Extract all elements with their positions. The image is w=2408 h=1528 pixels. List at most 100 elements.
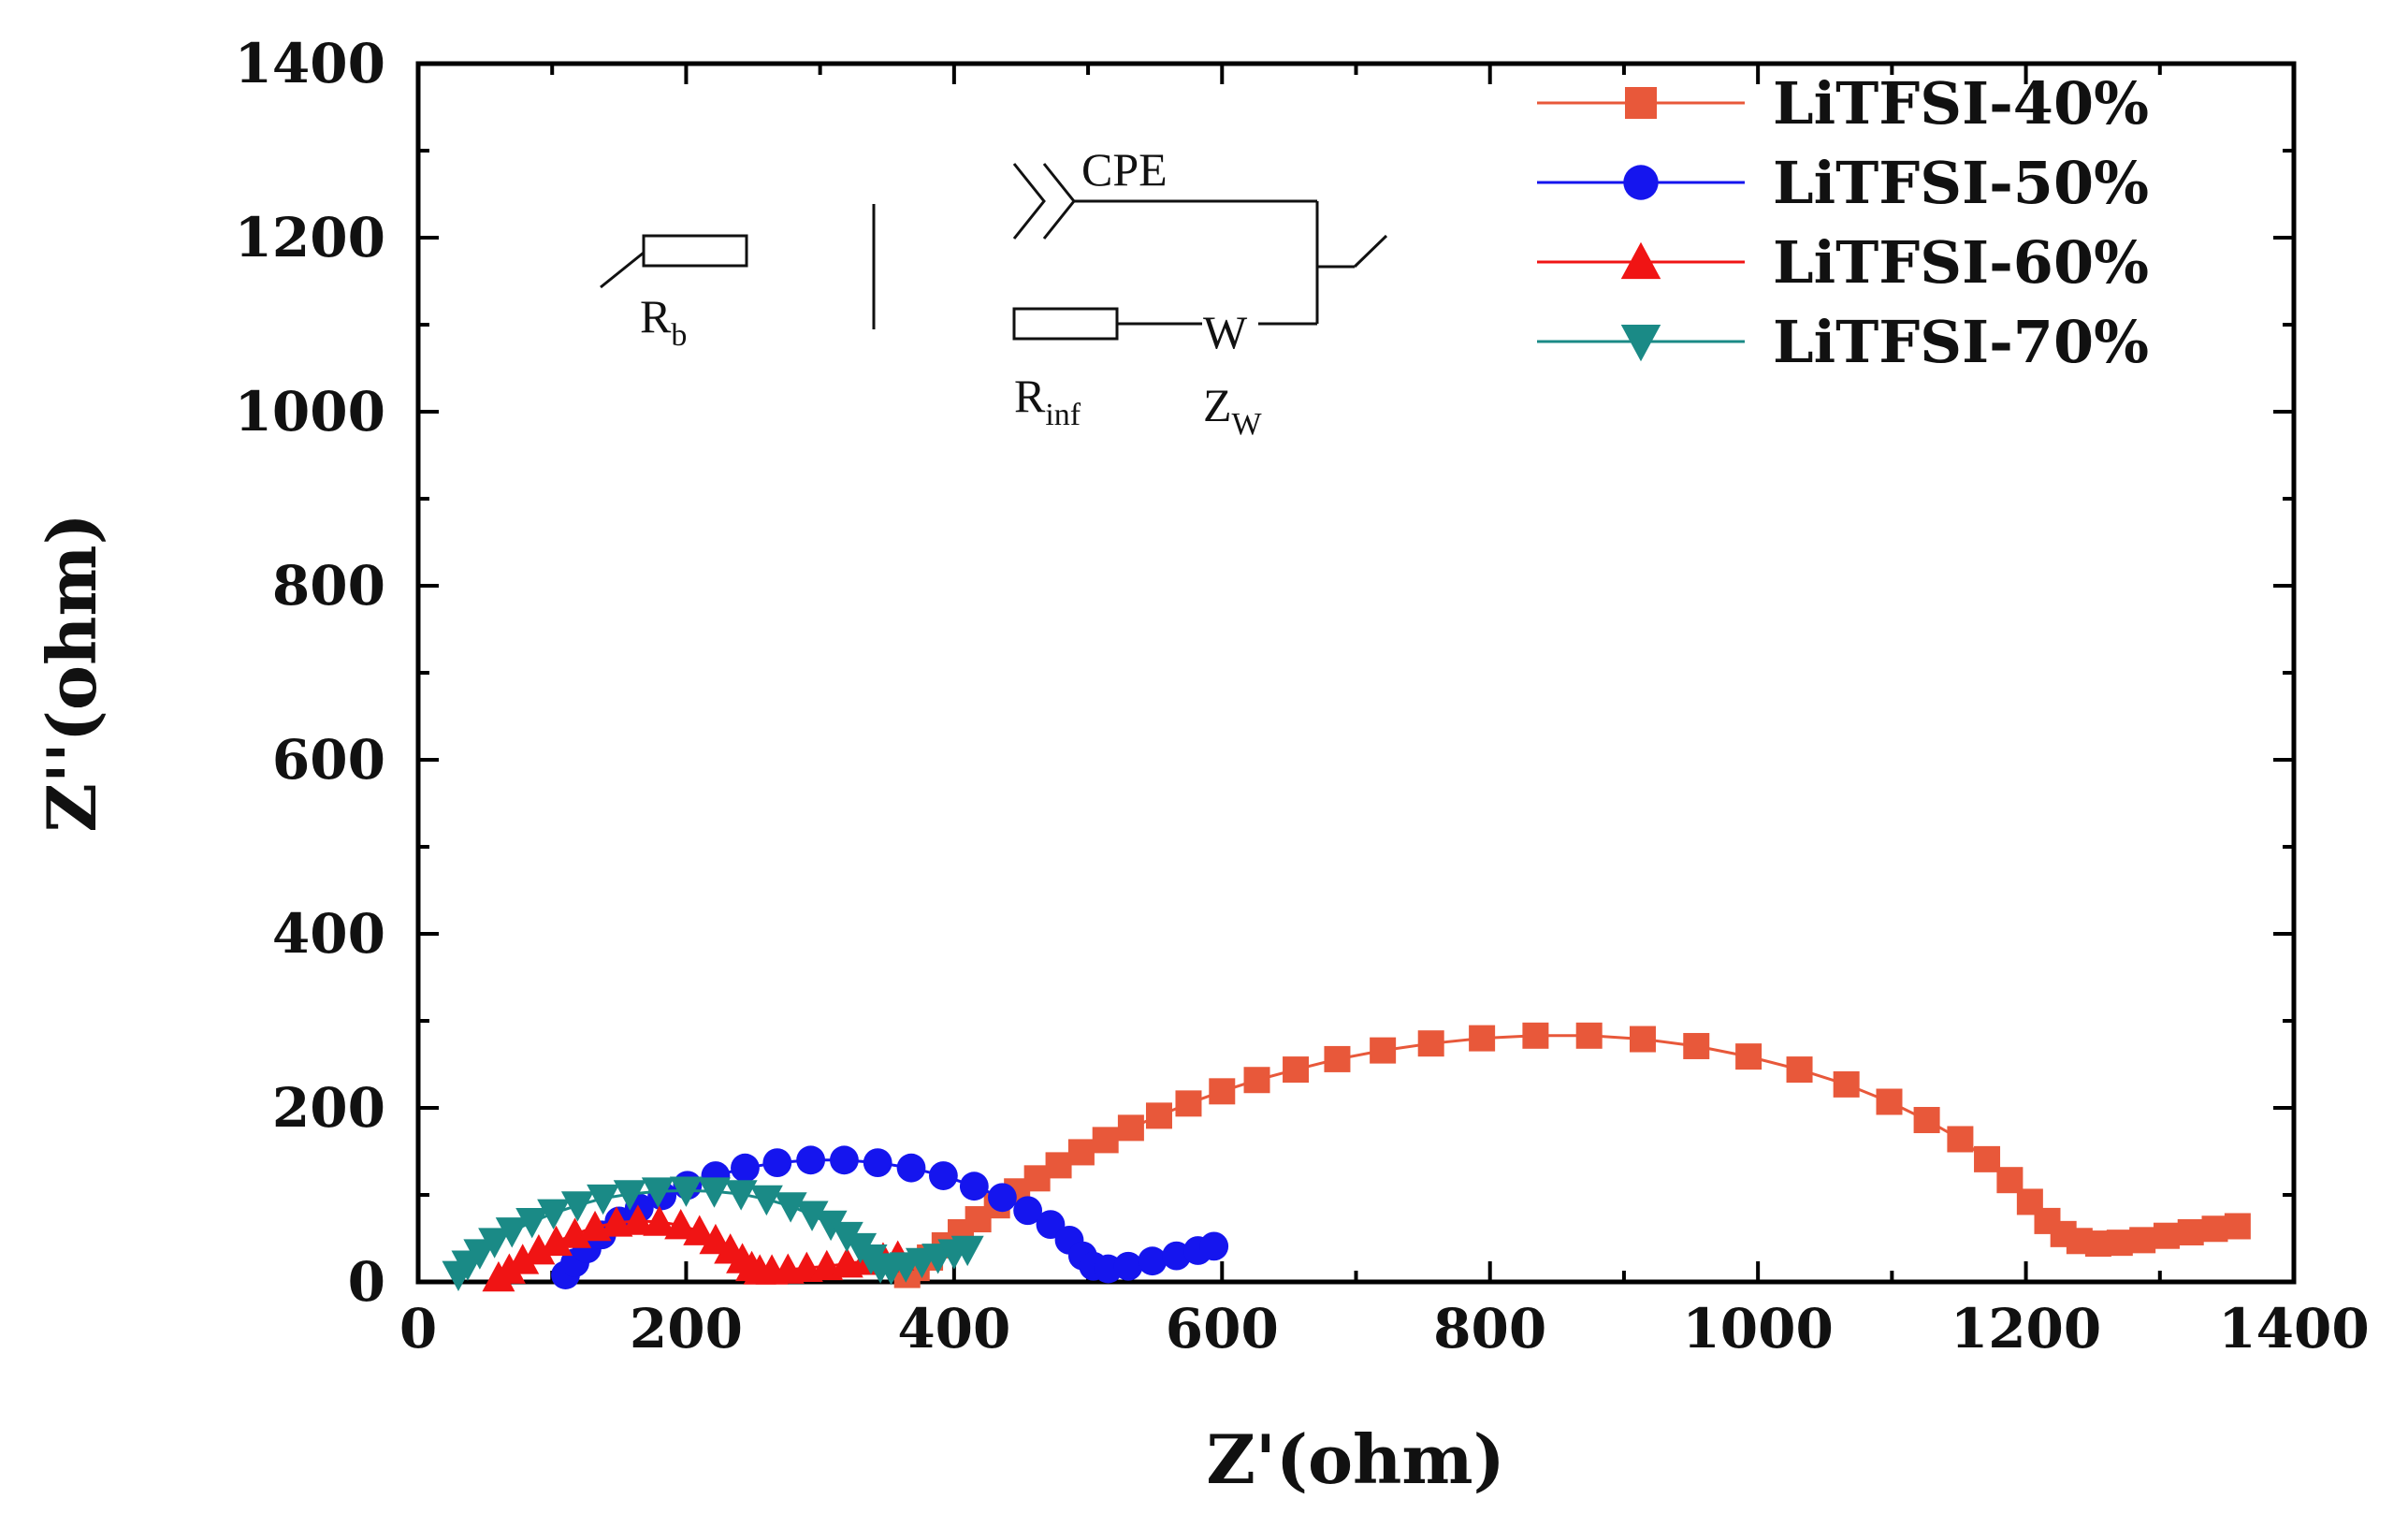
legend: LiTFSI-40% LiTFSI-50% LiTFSI-60% LiTFSI-70%: [1537, 69, 2149, 376]
y-tick-label: 400: [272, 902, 385, 966]
data-point: [1045, 1152, 1072, 1179]
data-point: [1175, 1090, 1202, 1117]
series-layer: [442, 1022, 2251, 1292]
data-point: [988, 1183, 1017, 1213]
legend-marker: [1623, 165, 1659, 200]
data-point: [731, 1153, 760, 1183]
x-tick-label: 800: [1433, 1297, 1546, 1361]
y-tick-label: 600: [272, 728, 385, 792]
data-point: [2224, 1213, 2251, 1240]
data-point: [2129, 1227, 2156, 1254]
y-tick-label: 1200: [235, 206, 385, 269]
data-point: [774, 1192, 807, 1223]
data-point: [1876, 1088, 1903, 1115]
data-point: [1117, 1114, 1144, 1142]
data-point: [2201, 1215, 2228, 1243]
data-point: [1683, 1032, 1710, 1059]
data-point: [506, 1244, 540, 1274]
legend-marker: [1625, 87, 1657, 119]
legend-label: LiTFSI-40%: [1773, 69, 2149, 138]
equivalent-circuit-inset: [600, 163, 1388, 341]
x-tick-label: 600: [1166, 1297, 1279, 1361]
legend-marker: [1620, 241, 1661, 280]
data-point: [1913, 1107, 1940, 1134]
axis-ticks: 0 200 400 600 800 1000 1200 1400 0 200 400 600 800 10…: [235, 32, 2370, 1361]
legend-item: LiTFSI-40%: [1537, 69, 2149, 138]
data-point: [929, 1161, 958, 1190]
legend-item: LiTFSI-50%: [1537, 149, 2149, 217]
data-point: [2153, 1222, 2180, 1249]
rb-resistor: [642, 234, 748, 268]
legend-label: LiTFSI-70%: [1773, 308, 2149, 376]
data-point: [613, 1180, 646, 1211]
x-tick-label: 1200: [1951, 1297, 2101, 1361]
w-label: W: [1203, 306, 1248, 358]
rinf-resistor: [1012, 307, 1119, 341]
data-point: [1370, 1037, 1397, 1064]
data-point: [1113, 1251, 1143, 1281]
data-point: [1283, 1056, 1310, 1084]
data-point: [537, 1199, 571, 1230]
data-point: [1209, 1078, 1236, 1105]
circuit-lead-left: [600, 251, 645, 289]
data-point: [1324, 1045, 1351, 1072]
rb-label: Rb: [640, 290, 687, 353]
data-point: [749, 1185, 783, 1216]
data-point: [1417, 1030, 1444, 1057]
data-point: [1974, 1145, 2001, 1172]
data-point: [540, 1225, 573, 1257]
y-axis-title: Z''(ohm): [32, 513, 111, 832]
cpe-element-2: [1042, 163, 1076, 240]
x-tick-label: 1400: [2218, 1297, 2369, 1361]
data-point: [1243, 1067, 1270, 1094]
data-point: [495, 1217, 529, 1248]
circuit-lead-right: [1353, 234, 1388, 269]
data-point: [641, 1177, 675, 1208]
data-point: [830, 1145, 859, 1175]
data-point: [1833, 1070, 1860, 1098]
legend-item: LiTFSI-60%: [1537, 228, 2149, 297]
y-tick-label: 1000: [235, 380, 385, 444]
cpe-element-1: [1012, 163, 1046, 240]
data-point: [492, 1253, 526, 1284]
data-point: [1786, 1056, 1813, 1084]
data-point: [1067, 1139, 1095, 1166]
x-axis-title: Z'(ohm): [1206, 1419, 1504, 1499]
data-point: [796, 1145, 826, 1175]
cpe-label: CPE: [1081, 143, 1168, 196]
data-point: [1145, 1102, 1172, 1129]
data-point: [669, 1176, 703, 1207]
data-point: [600, 1206, 633, 1237]
rinf-label: Rinf: [1014, 370, 1081, 432]
data-point: [2177, 1218, 2204, 1245]
data-point: [896, 1153, 926, 1183]
data-point: [1629, 1026, 1656, 1053]
data-point: [478, 1228, 512, 1259]
data-point: [621, 1204, 655, 1235]
legend-marker: [1620, 324, 1661, 362]
series-LiTFSI-40%: [893, 1022, 2251, 1288]
data-point: [463, 1239, 497, 1270]
data-point: [515, 1207, 549, 1239]
y-tick-label: 1400: [235, 32, 385, 95]
data-point: [950, 1235, 984, 1267]
data-point: [1947, 1126, 1974, 1153]
data-point: [1013, 1196, 1043, 1226]
data-point: [587, 1184, 620, 1215]
data-point: [1735, 1043, 1762, 1070]
data-point: [1469, 1025, 1496, 1052]
series-line: [906, 1034, 2239, 1276]
zw-label: ZW: [1203, 379, 1263, 442]
data-point: [1575, 1022, 1603, 1049]
series-LiTFSI-60%: [482, 1204, 915, 1292]
data-point: [683, 1215, 717, 1245]
legend-label: LiTFSI-50%: [1773, 149, 2149, 217]
data-point: [1138, 1246, 1168, 1276]
data-point: [664, 1209, 698, 1240]
legend-label: LiTFSI-60%: [1773, 228, 2149, 297]
data-point: [959, 1171, 989, 1201]
data-point: [643, 1205, 676, 1236]
x-tick-label: 0: [399, 1297, 437, 1361]
data-point: [795, 1201, 829, 1231]
x-tick-label: 1000: [1682, 1297, 1833, 1361]
